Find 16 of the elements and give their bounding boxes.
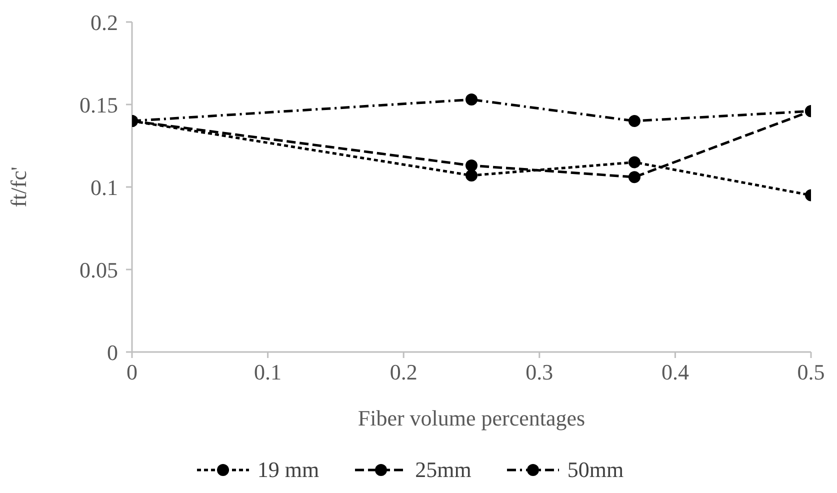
y-tick-label: 0.1 xyxy=(90,174,118,200)
y-tick-label: 0.2 xyxy=(90,10,118,35)
x-tick-label: 0.3 xyxy=(526,360,554,385)
legend-label: 19 mm xyxy=(257,457,320,483)
x-tick-label: 0.1 xyxy=(254,360,282,385)
y-axis-title: ft/fc' xyxy=(6,166,31,208)
x-tick-label: 0.4 xyxy=(661,360,689,385)
x-tick-label: 0.2 xyxy=(390,360,418,385)
y-tick-label: 0.05 xyxy=(80,257,118,282)
x-tick-label: 0 xyxy=(126,360,138,385)
x-tick-label: 0.5 xyxy=(797,360,825,385)
y-tick-label: 0.15 xyxy=(80,92,118,118)
legend-label: 25mm xyxy=(415,457,472,483)
legend-label: 50mm xyxy=(567,457,624,483)
x-axis-title: Fiber volume percentages xyxy=(358,406,586,431)
y-tick-label: 0 xyxy=(107,340,118,365)
